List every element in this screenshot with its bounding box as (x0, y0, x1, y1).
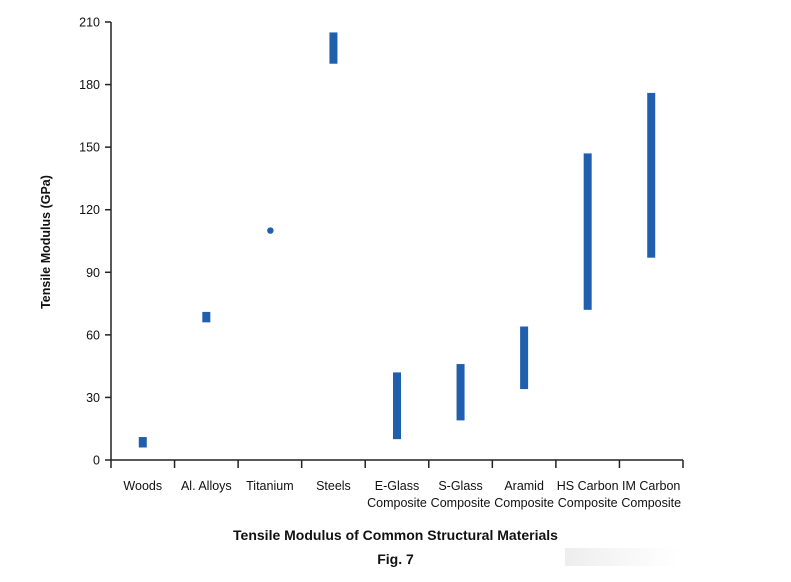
x-category-label: Al. Alloys (181, 479, 232, 493)
x-category-label: Woods (123, 479, 162, 493)
y-tick-label: 60 (86, 328, 100, 342)
x-category-label: Aramid (504, 479, 544, 493)
x-category-label: Titanium (246, 479, 293, 493)
data-point (267, 227, 274, 234)
data-bars (138, 32, 656, 448)
range-bar (138, 437, 147, 448)
x-category-label: Composite (494, 496, 554, 510)
y-tick-label: 90 (86, 266, 100, 280)
watermark (565, 548, 680, 566)
y-tick-label: 210 (79, 16, 100, 30)
x-category-label: S-Glass (438, 479, 482, 493)
y-tick-label: 120 (79, 203, 100, 217)
y-tick-label: 0 (93, 454, 100, 468)
x-category-label: Composite (367, 496, 427, 510)
range-bar (583, 153, 592, 310)
range-bar (520, 326, 529, 390)
range-bar (456, 364, 465, 421)
chart: 0 30 60 90 120 150 180 210 Woods Al. Alloys Titan… (39, 16, 684, 510)
x-axis: Woods Al. Alloys Titanium Steels E-Glass Comp… (110, 459, 684, 510)
x-category-label: Composite (558, 496, 618, 510)
range-bar (647, 92, 656, 258)
x-category-label: Composite (431, 496, 491, 510)
figure-number: Fig. 7 (377, 551, 414, 567)
range-bar (393, 372, 401, 440)
x-category-label: Composite (621, 496, 681, 510)
y-axis-label: Tensile Modulus (GPa) (39, 175, 53, 309)
chart-title: Tensile Modulus of Common Structural Mat… (233, 527, 558, 543)
y-tick-label: 180 (79, 78, 100, 92)
y-axis: 0 30 60 90 120 150 180 210 (79, 16, 112, 468)
x-category-label: HS Carbon (557, 479, 619, 493)
y-tick-label: 150 (79, 141, 100, 155)
x-category-label: IM Carbon (622, 479, 680, 493)
y-tick-label: 30 (86, 391, 100, 405)
range-bar (329, 32, 338, 64)
range-bar (202, 311, 211, 323)
x-category-label: E-Glass (375, 479, 419, 493)
x-category-label: Steels (316, 479, 351, 493)
